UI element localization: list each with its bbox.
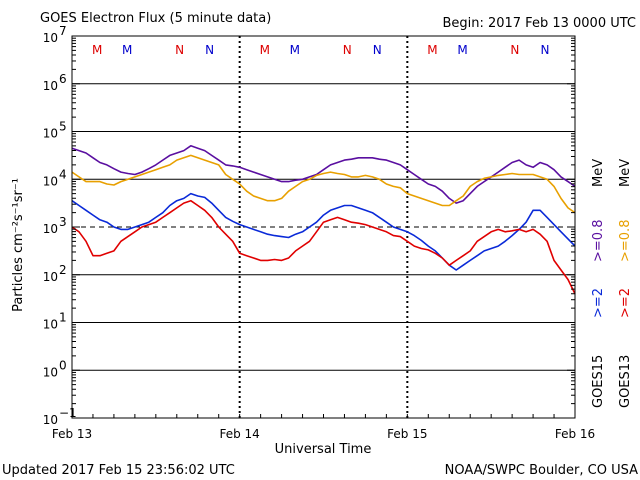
legend-goes15-ge08: >=0.8	[591, 220, 606, 262]
y-tick-label: 10	[43, 222, 58, 236]
updated-label: Updated 2017 Feb 15 23:56:02 UTC	[2, 463, 235, 478]
y-tick-label: 10	[43, 365, 58, 379]
y-axis-label: Particles cm⁻²s⁻¹sr⁻¹	[11, 178, 26, 312]
y-tick-label: 10	[43, 31, 58, 45]
series-layer	[71, 145, 576, 295]
legend-goes13-ge08: >=0.8	[618, 220, 633, 262]
marker-m: M	[290, 43, 300, 57]
legend-mev-upper: MeV	[591, 159, 606, 187]
y-tick-label: 10	[43, 79, 58, 93]
marker-m: M	[260, 43, 270, 57]
legend: GOES15 GOES13 >=2 >=2 >=0.8 >=0.8 MeV Me…	[591, 159, 633, 408]
y-tick-exponent: 5	[59, 120, 67, 134]
marker-n: N	[175, 43, 184, 57]
marker-n: N	[373, 43, 382, 57]
x-tick-label: Feb 15	[387, 427, 427, 441]
grid-layer	[72, 36, 575, 418]
marker-n: N	[510, 43, 519, 57]
chart-title: GOES Electron Flux (5 minute data)	[40, 11, 271, 26]
credit-label: NOAA/SWPC Boulder, CO USA	[445, 463, 638, 478]
y-tick-label: 10	[43, 174, 58, 188]
marker-m: M	[92, 43, 102, 57]
marker-m: M	[457, 43, 467, 57]
legend-goes15: GOES15	[591, 355, 606, 408]
y-tick-exponent: 1	[59, 311, 67, 325]
plot-frame	[71, 35, 576, 419]
marker-n: N	[343, 43, 352, 57]
y-tick-label: 10	[43, 270, 58, 284]
begin-label: Begin: 2017 Feb 13 0000 UTC	[442, 16, 636, 31]
y-tick-label: 10	[43, 318, 58, 332]
legend-goes15-ge2: >=2	[591, 288, 606, 318]
marker-n: N	[540, 43, 549, 57]
x-tick-label: Feb 16	[555, 427, 595, 441]
series-g13_ge2	[71, 199, 576, 295]
marker-n: N	[205, 43, 214, 57]
y-tick-exponent: 7	[59, 24, 67, 38]
marker-m: M	[427, 43, 437, 57]
x-axis-label: Universal Time	[275, 442, 372, 457]
y-tick-exponent: 3	[59, 215, 67, 229]
y-tick-exponent: 2	[59, 263, 67, 277]
y-tick-exponent: 4	[59, 167, 67, 181]
y-tick-label: 10	[43, 413, 58, 427]
marker-m: M	[122, 43, 132, 57]
series-g13_ge08	[71, 154, 576, 214]
series-g15_ge2	[71, 192, 576, 271]
y-tick-label: 10	[43, 127, 58, 141]
legend-mev-lower: MeV	[618, 159, 633, 187]
x-tick-label: Feb 14	[219, 427, 259, 441]
legend-goes13-ge2: >=2	[618, 288, 633, 318]
y-tick-exponent: 0	[59, 358, 67, 372]
y-tick-exponent: 6	[59, 72, 67, 86]
legend-goes13: GOES13	[618, 355, 633, 408]
x-tick-label: Feb 13	[52, 427, 92, 441]
